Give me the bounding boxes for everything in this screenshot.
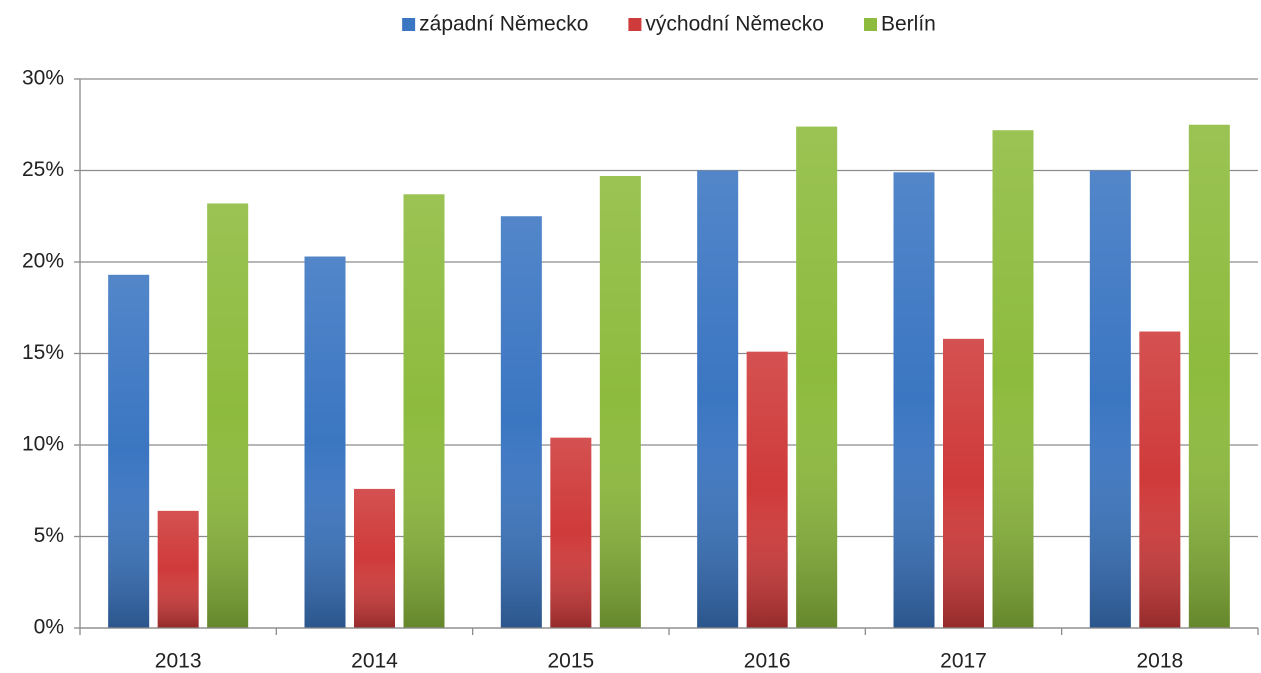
- bar: [500, 216, 542, 628]
- bar: [1188, 124, 1230, 628]
- bar: [992, 130, 1034, 629]
- bar: [697, 170, 739, 628]
- bar: [354, 488, 395, 628]
- y-tick-label: 5%: [34, 524, 64, 547]
- bar: [403, 194, 445, 629]
- bar: [1139, 331, 1181, 628]
- x-tick-label: 2018: [1136, 650, 1183, 673]
- legend-swatch: [864, 18, 877, 31]
- y-tick-label: 15%: [22, 341, 64, 364]
- y-tick-label: 10%: [22, 433, 64, 456]
- legend-swatch: [402, 18, 416, 31]
- bar: [108, 274, 150, 628]
- x-tick-label: 2017: [940, 650, 987, 673]
- legend-label: Berlín: [881, 13, 936, 36]
- bar: [207, 203, 249, 628]
- x-tick-label: 2013: [155, 650, 202, 673]
- y-tick-label: 20%: [22, 250, 64, 273]
- x-tick-label: 2015: [547, 650, 594, 673]
- bar: [599, 175, 641, 629]
- x-tick-label: 2016: [744, 650, 791, 673]
- bar: [893, 172, 935, 628]
- bar: [1089, 170, 1131, 628]
- bar: [796, 126, 838, 628]
- legend-label: východní Německo: [645, 13, 824, 36]
- x-tick-label: 2014: [351, 650, 398, 673]
- y-tick-label: 30%: [22, 67, 64, 90]
- y-tick-label: 25%: [22, 158, 64, 181]
- bar: [157, 510, 199, 628]
- bar: [550, 437, 592, 628]
- legend-swatch: [628, 18, 642, 31]
- bar: [304, 256, 346, 628]
- bar: [746, 351, 788, 628]
- y-tick-label: 0%: [34, 616, 64, 639]
- bar: [943, 338, 984, 628]
- legend-label: západní Německo: [419, 13, 588, 36]
